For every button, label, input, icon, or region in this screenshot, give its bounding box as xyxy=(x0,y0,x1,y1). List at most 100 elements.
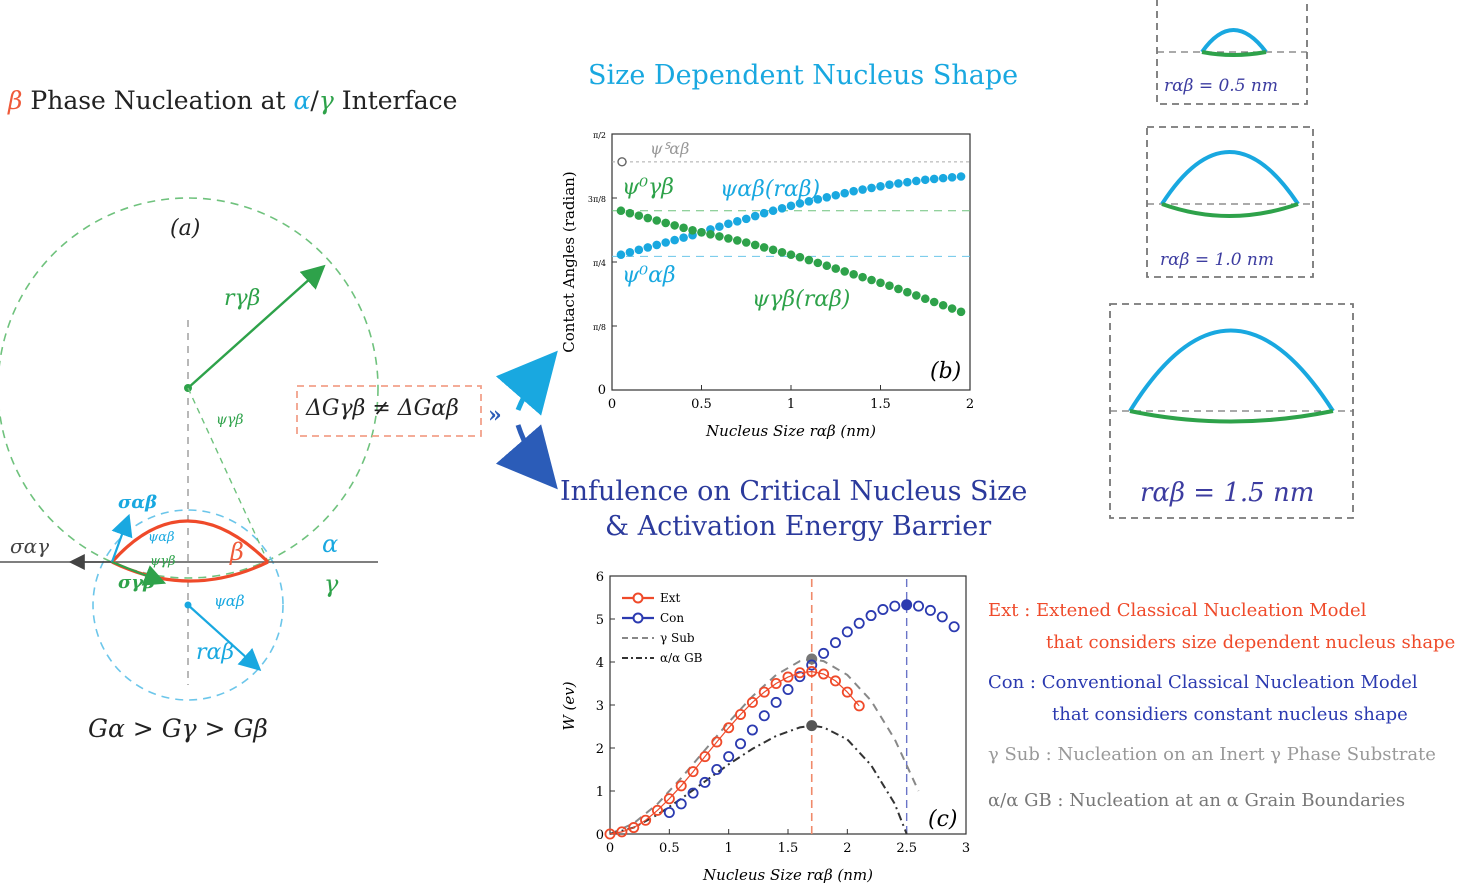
panel-b-chart: 0 0.5 1 1.5 2 0 π/8 π/4 3π/8 π/2 Nucleus Size rαβ… xyxy=(560,131,974,440)
r-alpha-beta-label: rαβ xyxy=(196,640,235,665)
desc-ext-line2: that considers size dependent nucleus sh… xyxy=(1046,632,1456,653)
panel-b-point-psi-ab xyxy=(894,179,903,188)
panel-a-label: (a) xyxy=(170,216,201,241)
sigma-alpha-beta-label: σαβ xyxy=(118,492,158,513)
con-point xyxy=(806,659,818,671)
psi-gamma-beta-label: ψγβ xyxy=(216,412,244,428)
panel-b-point-psi-gb xyxy=(625,208,635,218)
ext-point xyxy=(604,828,616,840)
sigma-alpha-gamma-label: σαγ xyxy=(10,534,50,558)
shape-label-0.5: rαβ = 0.5 nm xyxy=(1164,76,1278,96)
gb-peak xyxy=(806,720,818,732)
panel-b-plot-frame xyxy=(611,133,971,391)
beta-phase-label: β xyxy=(230,538,244,566)
panel-b-point-psi-gb xyxy=(831,264,841,273)
panel-c-xtick-label: 1 xyxy=(725,841,733,856)
panel-c-xtick-label: 1.5 xyxy=(778,841,799,856)
panel-b-point-psi-ab xyxy=(625,247,635,257)
panel-b-point-psi-ab xyxy=(813,195,823,204)
panel-b-point-psi-ab xyxy=(885,180,894,189)
gamma-sub-line xyxy=(609,657,920,835)
shape-box-0.5 xyxy=(1156,0,1308,105)
panel-c-xtick-label: 2 xyxy=(843,841,851,856)
panel-c-chart: 0 0.5 1 1.5 2 2.5 3 0 1 2 3 4 5 6 Nucleus Size rαβ (n… xyxy=(560,570,970,884)
con-point xyxy=(889,600,901,612)
panel-b-point-psi-gb xyxy=(938,300,948,310)
panel-b-point-psi-ab xyxy=(956,172,966,181)
gamma-phase-label: γ xyxy=(324,570,339,598)
panel-b-point-psi-gb xyxy=(750,240,760,250)
panel-b-xtick-label: 1.5 xyxy=(870,397,891,412)
panel-b-ytick-label: π/4 xyxy=(593,259,606,268)
panel-b-point-psi-ab xyxy=(741,214,751,224)
panel-c-ylabel: W (ev) xyxy=(560,681,578,730)
shape-label-1.5: rαβ = 1.5 nm xyxy=(1140,478,1315,508)
psiS-label: ψᔆαβ xyxy=(650,139,689,158)
psi0-gamma-beta-label: ψ⁰γβ xyxy=(622,175,674,200)
panel-b-xtick-label: 2 xyxy=(966,397,974,412)
panel-b-point-psi-gb xyxy=(867,275,876,285)
ext-point xyxy=(628,822,640,834)
panel-b-ytick-label: π/8 xyxy=(593,323,606,332)
ext-point xyxy=(675,780,687,792)
psi-alpha-beta-small-label: ψαβ xyxy=(148,530,175,545)
panel-b-point-psi-gb xyxy=(643,213,653,223)
alpha-beta-circle xyxy=(92,509,284,701)
ext-point xyxy=(853,700,865,712)
panel-b-ytick-label: π/2 xyxy=(593,131,606,140)
panel-b-point-psi-ab xyxy=(777,203,787,213)
panel-b-point-psi-gb xyxy=(956,307,966,317)
panel-b-point-psi-gb xyxy=(876,278,885,288)
panel-b-point-psi-gb xyxy=(724,234,733,243)
ext-point xyxy=(640,814,652,826)
con-point xyxy=(818,647,830,659)
con-point xyxy=(782,684,794,696)
panel-b-point-psi-gb xyxy=(840,267,849,276)
panel-c-ytick-label: 3 xyxy=(596,699,604,714)
panel-b-point-psi-ab xyxy=(858,185,867,194)
panel-c-xtick-label: 0.5 xyxy=(659,841,680,856)
con-point xyxy=(770,696,782,708)
delta-g-box xyxy=(296,385,482,437)
energy-order-label: Gα > Gγ > Gβ xyxy=(88,714,268,743)
panel-b-point-psi-gb xyxy=(813,258,823,268)
con-point xyxy=(723,751,735,763)
panel-b-point-psi-ab xyxy=(768,206,778,216)
con-point xyxy=(711,763,723,775)
panel-b-point-psi-gb xyxy=(768,245,778,255)
panel-b-point-psi-ab xyxy=(616,250,626,260)
panel-b-point-psi-gb xyxy=(912,291,921,300)
ext-point xyxy=(699,751,711,763)
panel-b-point-psi-ab xyxy=(715,222,724,231)
panel-b-point-psi-ab xyxy=(750,211,760,221)
legend-label-0: Ext xyxy=(660,591,681,605)
panel-b-point-psi-gb xyxy=(679,223,688,233)
panel-b-point-psi-gb xyxy=(759,243,769,252)
panel-c-ytick-label: 0 xyxy=(596,828,604,843)
legend-label-1: Con xyxy=(660,611,684,625)
shape-box-1.0 xyxy=(1146,126,1314,278)
con-point xyxy=(901,599,913,611)
panel-c-xlabel: Nucleus Size rαβ (nm) xyxy=(702,866,873,884)
panel-c-label: (c) xyxy=(928,807,958,832)
panel-b-point-psi-gb xyxy=(697,228,706,237)
panel-b-point-psi-gb xyxy=(858,272,867,282)
panel-b-point-psi-ab xyxy=(670,235,679,245)
ext-point xyxy=(770,678,782,690)
svg-text:»: » xyxy=(488,402,502,428)
panel-b-point-psi-ab xyxy=(920,175,930,185)
panel-b-point-psi-gb xyxy=(947,304,957,313)
panel-b-point-psi-ab xyxy=(831,190,841,200)
panel-b-point-psi-gb xyxy=(929,297,939,307)
panel-b-point-psi-ab xyxy=(679,233,688,242)
panel-c-legend: Ext Con γ Sub α/α GB xyxy=(622,591,703,665)
panel-b-title: Size Dependent Nucleus Shape xyxy=(588,60,1019,91)
panel-c-ytick-label: 5 xyxy=(596,613,604,628)
con-point xyxy=(924,604,936,616)
panel-b-point-psi-gb xyxy=(733,236,742,245)
panel-b-xtick-label: 0.5 xyxy=(691,397,712,412)
ext-line xyxy=(609,670,860,835)
panel-b-point-psi-ab xyxy=(912,176,921,186)
panel-b-point-psi-gb xyxy=(616,206,626,216)
ext-point xyxy=(758,686,770,698)
